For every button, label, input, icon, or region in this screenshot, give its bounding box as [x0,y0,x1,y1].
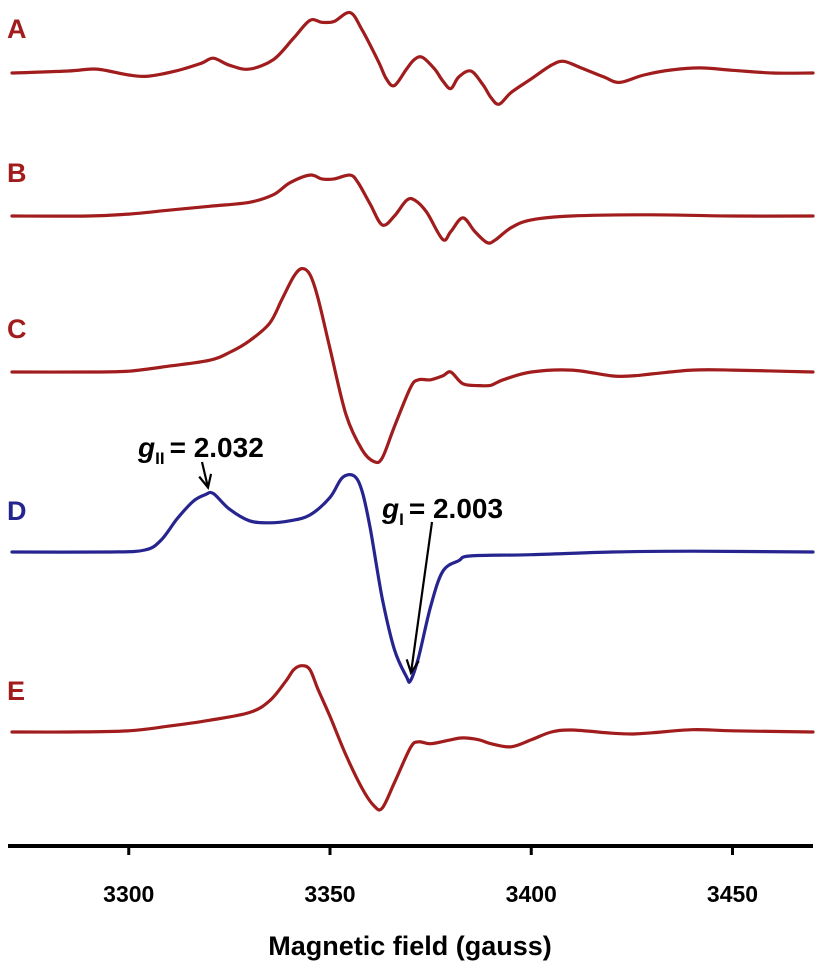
x-tick-label-3350: 3350 [304,881,355,907]
annotation-ii-symbol: g [137,432,155,463]
trace-e [10,664,815,812]
annotation-ii-value: = 2.032 [170,432,264,463]
annotation-ii-label: gII = 2.032 [137,432,264,468]
trace-d [10,473,815,684]
annotation-i-arrow-line [409,521,434,673]
x-axis-title: Magnetic field (gauss) [268,931,552,961]
trace-a [10,10,815,106]
annotation-i-value: = 2.003 [409,493,503,524]
annotation-i-symbol: g [381,493,399,524]
annotation-ii-subscript: II [155,449,164,468]
annotation-i-arrow-head [405,659,420,676]
x-tick-label-3450: 3450 [707,881,758,907]
x-tick-label-3300: 3300 [103,881,154,907]
x-tick-label-3400: 3400 [506,881,557,907]
annotation-i-label: gI = 2.003 [381,493,503,529]
panel-label-c: C [7,314,27,344]
panel-label-d: D [7,496,27,526]
annotation-i-subscript: I [399,510,404,529]
traces-group [10,10,815,812]
annotation-ii-arrow-line [200,461,210,488]
x-axis: 3300 3350 3400 3450 Magnetic field (gauss) [8,844,813,961]
trace-b [10,173,815,245]
trace-c [10,266,815,465]
panel-label-e: E [7,676,25,706]
x-axis-ticks: 3300 3350 3400 3450 [103,846,758,907]
annotation-ii-arrow-head [198,473,213,490]
panel-labels-group: A B C D E [7,14,27,706]
panel-label-b: B [7,158,27,188]
panel-label-a: A [7,14,27,44]
